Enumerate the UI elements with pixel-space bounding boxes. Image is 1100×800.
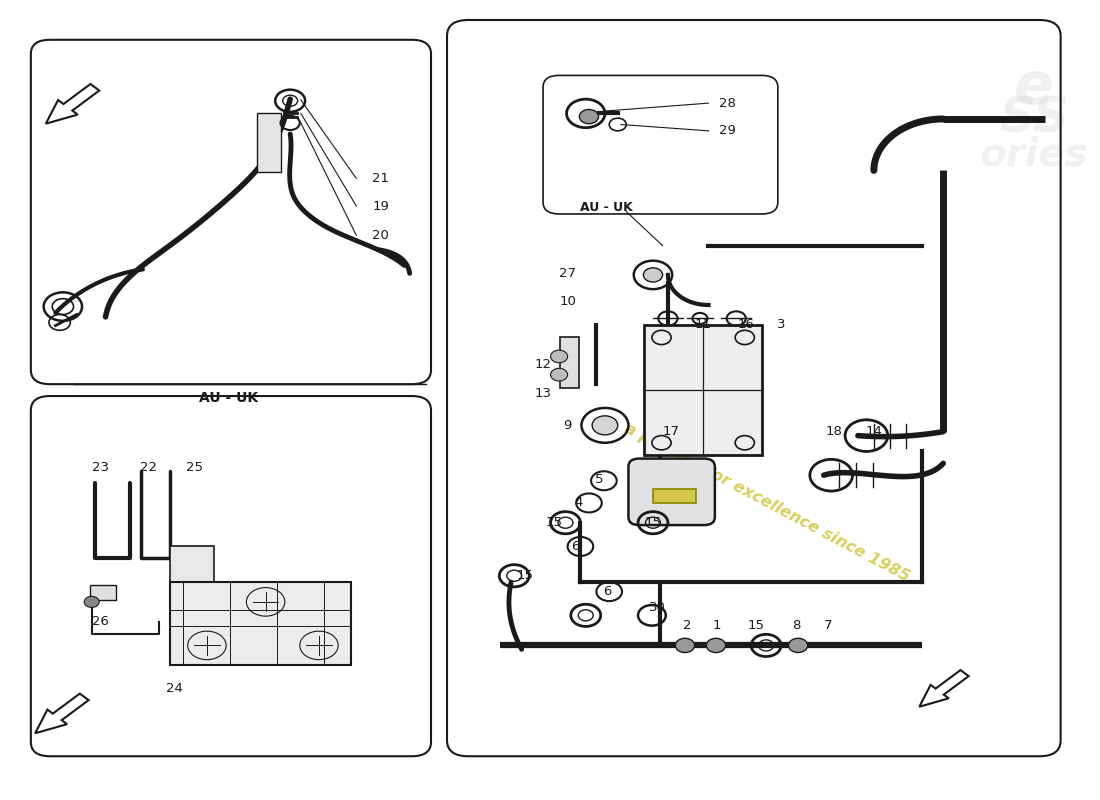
Text: ories: ories <box>980 135 1088 174</box>
Text: 28: 28 <box>719 97 736 110</box>
Text: 14: 14 <box>866 425 882 438</box>
Text: 6: 6 <box>571 540 580 553</box>
Text: 15: 15 <box>645 516 661 530</box>
Text: 22: 22 <box>140 461 156 474</box>
Circle shape <box>580 110 598 124</box>
Text: 16: 16 <box>737 318 755 331</box>
FancyBboxPatch shape <box>628 458 715 525</box>
Text: 15: 15 <box>748 619 764 632</box>
Text: SS: SS <box>999 95 1069 143</box>
Text: 20: 20 <box>372 229 389 242</box>
Text: 21: 21 <box>372 172 389 185</box>
Text: a passion for excellence since 1985: a passion for excellence since 1985 <box>623 421 912 585</box>
Polygon shape <box>653 489 695 503</box>
Text: 18: 18 <box>826 425 843 438</box>
Bar <box>89 586 117 599</box>
Text: 13: 13 <box>535 387 551 400</box>
Text: 6: 6 <box>603 585 612 598</box>
Circle shape <box>550 368 568 381</box>
Text: 25: 25 <box>186 461 202 474</box>
Text: 10: 10 <box>559 294 576 307</box>
Circle shape <box>85 596 99 607</box>
Circle shape <box>592 416 618 435</box>
Bar <box>257 113 280 172</box>
Text: AU - UK: AU - UK <box>580 201 632 214</box>
Text: 1: 1 <box>713 619 722 632</box>
Text: 15: 15 <box>516 570 534 582</box>
Circle shape <box>675 638 694 653</box>
Text: 4: 4 <box>574 497 583 510</box>
Text: 23: 23 <box>91 461 109 474</box>
Text: 12: 12 <box>535 358 551 371</box>
Text: 8: 8 <box>792 619 800 632</box>
Bar <box>169 546 214 582</box>
Circle shape <box>550 350 568 362</box>
Circle shape <box>644 268 662 282</box>
Text: 29: 29 <box>719 124 736 138</box>
Text: 19: 19 <box>372 199 389 213</box>
Text: AU - UK: AU - UK <box>199 390 257 405</box>
Text: 27: 27 <box>559 267 576 280</box>
Text: 30: 30 <box>649 601 666 614</box>
Text: 7: 7 <box>824 619 833 632</box>
Polygon shape <box>920 670 969 706</box>
Text: 26: 26 <box>91 615 109 628</box>
Circle shape <box>706 638 726 653</box>
Text: 2: 2 <box>683 619 692 632</box>
Text: 15: 15 <box>546 516 562 530</box>
Text: 17: 17 <box>662 425 680 438</box>
Bar <box>560 337 580 388</box>
Polygon shape <box>35 694 89 734</box>
Text: 3: 3 <box>777 318 785 331</box>
FancyBboxPatch shape <box>169 582 351 666</box>
FancyBboxPatch shape <box>645 325 762 455</box>
Text: 9: 9 <box>563 419 572 432</box>
Polygon shape <box>46 84 99 124</box>
Text: 24: 24 <box>166 682 184 695</box>
Text: 11: 11 <box>694 318 712 331</box>
Text: 5: 5 <box>595 473 604 486</box>
Text: e: e <box>1014 58 1054 116</box>
Circle shape <box>789 638 807 653</box>
